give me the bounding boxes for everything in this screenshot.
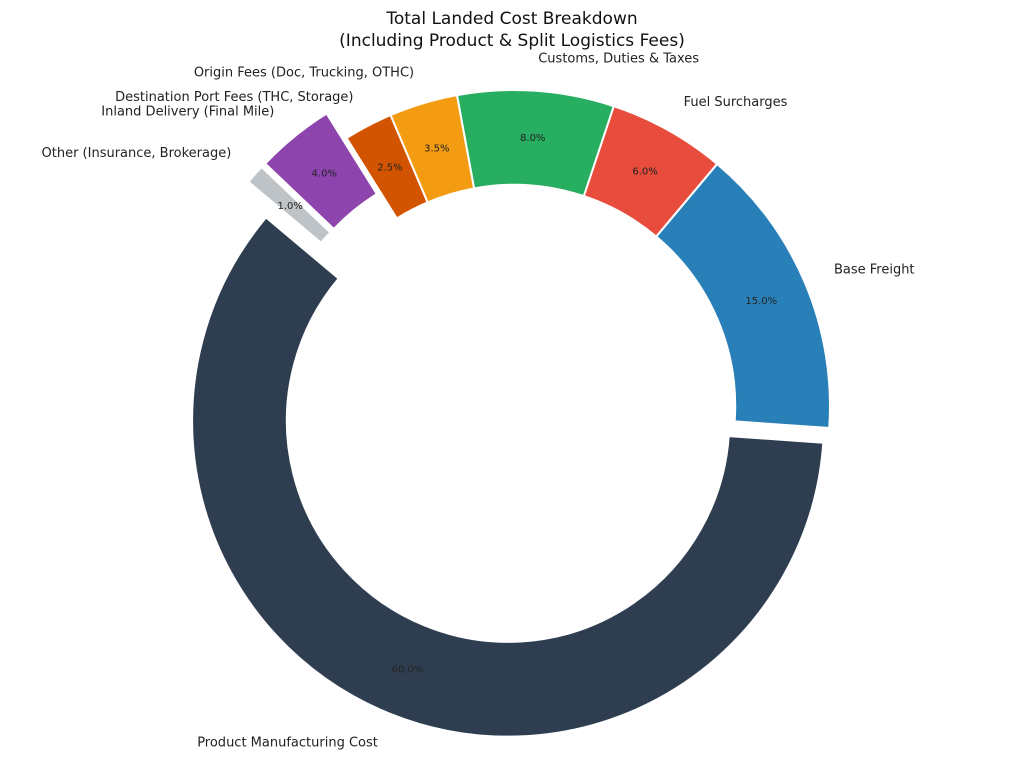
slice-label: Other (Insurance, Brokerage) bbox=[42, 146, 232, 161]
slice-percent: 8.0% bbox=[520, 133, 545, 144]
donut-slice bbox=[263, 112, 379, 231]
donut-slice bbox=[191, 216, 825, 738]
slice-percent: 3.5% bbox=[424, 144, 449, 155]
donut-slice bbox=[246, 165, 332, 245]
slice-label: Base Freight bbox=[834, 263, 915, 278]
slice-percent: 6.0% bbox=[632, 167, 657, 178]
slice-label: Fuel Surcharges bbox=[684, 95, 788, 110]
chart-title: Total Landed Cost Breakdown (Including P… bbox=[339, 9, 685, 51]
slice-percent: 15.0% bbox=[745, 296, 777, 307]
slice-percent: 60.0% bbox=[392, 665, 424, 676]
slice-percent: 2.5% bbox=[377, 163, 402, 174]
slice-label: Product Manufacturing Cost bbox=[197, 735, 378, 750]
slice-label: Customs, Duties & Taxes bbox=[538, 52, 699, 67]
donut-slice bbox=[345, 113, 429, 220]
slice-label: Destination Port Fees (THC, Storage) bbox=[115, 90, 353, 105]
slice-label: Inland Delivery (Final Mile) bbox=[101, 105, 274, 120]
slice-label: Origin Fees (Doc, Trucking, OTHC) bbox=[194, 66, 414, 81]
slice-percent: 1.0% bbox=[278, 201, 303, 212]
slice-percent: 4.0% bbox=[312, 168, 337, 179]
